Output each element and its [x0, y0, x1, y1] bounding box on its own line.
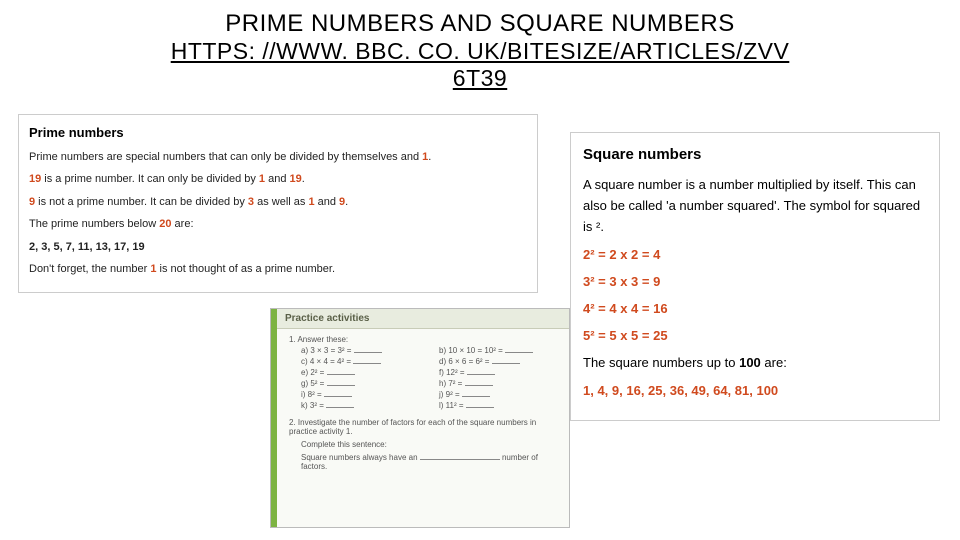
practice-q2: 2. Investigate the number of factors for…: [289, 418, 559, 471]
square-list: 1, 4, 9, 16, 25, 36, 49, 64, 81, 100: [583, 381, 927, 402]
square-eq-1: 2² = 2 x 2 = 4: [583, 245, 927, 266]
square-up-to: The square numbers up to 100 are:: [583, 353, 927, 374]
practice-cell-right: j) 9² =: [439, 390, 559, 399]
practice-header: Practice activities: [271, 309, 569, 329]
title-url-line-2[interactable]: 6T39: [0, 65, 960, 92]
prime-text-1: Prime numbers are special numbers that c…: [29, 149, 527, 166]
square-intro: A square number is a number multiplied b…: [583, 175, 927, 237]
prime-list: 2, 3, 5, 7, 11, 13, 17, 19: [29, 239, 527, 256]
practice-row: c) 4 × 4 = 4² = d) 6 × 6 = 6² =: [301, 357, 559, 366]
prime-text-3: 9 is not a prime number. It can be divid…: [29, 194, 527, 211]
practice-q2-text: 2. Investigate the number of factors for…: [289, 418, 559, 436]
prime-numbers-card: Prime numbers Prime numbers are special …: [18, 114, 538, 293]
title-line-1: PRIME NUMBERS AND SQUARE NUMBERS: [0, 10, 960, 38]
practice-row: e) 2² = f) 12² =: [301, 368, 559, 377]
practice-cell-right: d) 6 × 6 = 6² =: [439, 357, 559, 366]
practice-cell-left: a) 3 × 3 = 3² =: [301, 346, 421, 355]
practice-row: i) 8² = j) 9² =: [301, 390, 559, 399]
practice-cell-right: b) 10 × 10 = 10² =: [439, 346, 559, 355]
practice-cell-left: g) 5² =: [301, 379, 421, 388]
practice-cell-right: l) 11² =: [439, 401, 559, 410]
slide-title: PRIME NUMBERS AND SQUARE NUMBERS HTTPS: …: [0, 0, 960, 92]
practice-cell-right: f) 12² =: [439, 368, 559, 377]
practice-cell-right: h) 7² =: [439, 379, 559, 388]
prime-heading: Prime numbers: [29, 123, 527, 143]
practice-q1-lead: 1. Answer these:: [289, 335, 559, 344]
practice-q1: 1. Answer these: a) 3 × 3 = 3² = b) 10 ×…: [289, 335, 559, 410]
practice-card: Practice activities 1. Answer these: a) …: [270, 308, 570, 528]
practice-q2-sentence: Square numbers always have an number of …: [301, 453, 559, 471]
practice-cell-left: k) 3² =: [301, 401, 421, 410]
practice-q2-instruction: Complete this sentence:: [301, 440, 559, 449]
square-eq-2: 3² = 3 x 3 = 9: [583, 272, 927, 293]
practice-cell-left: i) 8² =: [301, 390, 421, 399]
practice-accent-bar: [271, 309, 277, 527]
practice-row: a) 3 × 3 = 3² = b) 10 × 10 = 10² =: [301, 346, 559, 355]
title-url-line-1[interactable]: HTTPS: //WWW. BBC. CO. UK/BITESIZE/ARTIC…: [0, 38, 960, 65]
practice-row: g) 5² = h) 7² =: [301, 379, 559, 388]
prime-text-2: 19 is a prime number. It can only be div…: [29, 171, 527, 188]
practice-cell-left: e) 2² =: [301, 368, 421, 377]
square-eq-4: 5² = 5 x 5 = 25: [583, 326, 927, 347]
practice-row: k) 3² = l) 11² =: [301, 401, 559, 410]
square-heading: Square numbers: [583, 143, 927, 167]
square-eq-3: 4² = 4 x 4 = 16: [583, 299, 927, 320]
practice-body: 1. Answer these: a) 3 × 3 = 3² = b) 10 ×…: [271, 329, 569, 483]
prime-text-5: Don't forget, the number 1 is not though…: [29, 261, 527, 278]
square-numbers-card: Square numbers A square number is a numb…: [570, 132, 940, 421]
practice-cell-left: c) 4 × 4 = 4² =: [301, 357, 421, 366]
prime-text-4: The prime numbers below 20 are:: [29, 216, 527, 233]
